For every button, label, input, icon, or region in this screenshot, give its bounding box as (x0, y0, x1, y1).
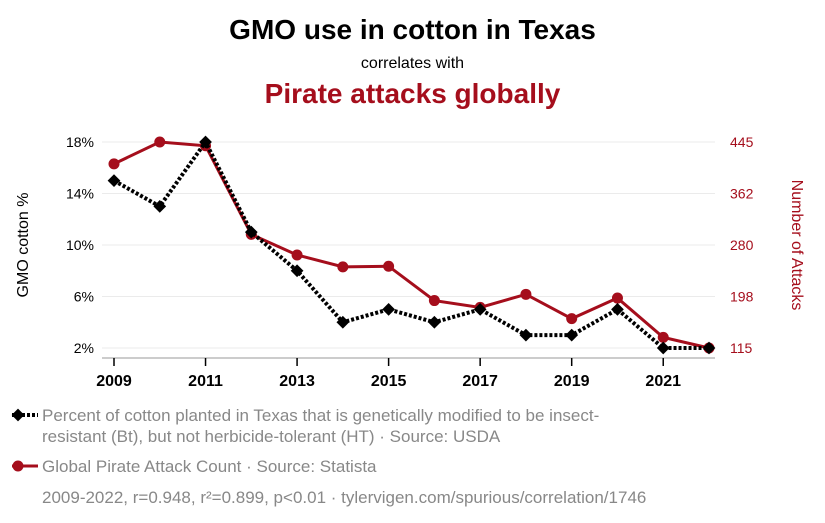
y-tick-label: 14% (66, 186, 94, 202)
gmo-data-point (199, 135, 212, 149)
y2-tick-label: 362 (730, 186, 754, 202)
y2-tick-label: 115 (730, 340, 753, 356)
y2-tick-label: 198 (730, 289, 754, 305)
footer-stats: 2009-2022, r=0.948, r²=0.899, p<0.01 · t… (42, 488, 647, 507)
x-tick-label: 2017 (462, 373, 498, 390)
gmo-data-point (153, 200, 167, 213)
y2-tick-label: 445 (730, 134, 754, 150)
legend-diamond-icon (11, 408, 25, 422)
gmo-data-point (336, 315, 350, 329)
pirate-data-point (566, 313, 578, 325)
x-tick-label: 2013 (279, 373, 315, 390)
gmo-data-point (244, 225, 258, 239)
gmo-data-point (428, 315, 441, 329)
y-axis-label: GMO cotton % (15, 193, 32, 298)
y2-tick-label: 280 (730, 237, 754, 253)
pirate-data-point (428, 295, 440, 307)
chart-title: GMO use in cotton in Texas (229, 14, 596, 45)
chart-subtitle: correlates with (360, 55, 465, 72)
gmo-data-point (290, 264, 304, 278)
gmo-data-point (107, 174, 121, 187)
pirate-data-point (154, 136, 166, 148)
pirate-data-point (611, 292, 623, 304)
x-tick-label: 2009 (96, 373, 132, 390)
y-tick-label: 10% (66, 237, 94, 253)
gmo-data-point (656, 341, 670, 355)
x-tick-label: 2019 (554, 373, 590, 390)
pirate-data-point (337, 261, 349, 273)
chart-title-secondary: Pirate attacks globally (264, 78, 561, 109)
y2-axis-label: Number of Attacks (788, 180, 805, 311)
pirate-data-point (657, 331, 669, 343)
pirate-data-point (520, 288, 532, 300)
gmo-series-line (113, 138, 709, 350)
gmo-data-point (565, 328, 579, 342)
x-tick-label: 2011 (188, 373, 223, 390)
y-tick-label: 2% (74, 340, 94, 356)
pirate-data-point (108, 158, 120, 170)
pirate-data-point (383, 260, 395, 272)
gmo-data-point (382, 303, 395, 316)
y-tick-label: 6% (74, 289, 94, 305)
legend-series1: Percent of cotton planted in Texas that … (42, 406, 600, 446)
legend-series2: Global Pirate Attack Count · Source: Sta… (42, 457, 377, 476)
gmo-data-point (702, 341, 716, 355)
gmo-data-point (473, 303, 487, 316)
x-tick-label: 2021 (645, 373, 681, 390)
legend-circle-icon (12, 460, 24, 472)
pirate-data-point (291, 249, 303, 261)
x-tick-label: 2015 (371, 373, 407, 390)
y-tick-label: 18% (66, 134, 94, 150)
